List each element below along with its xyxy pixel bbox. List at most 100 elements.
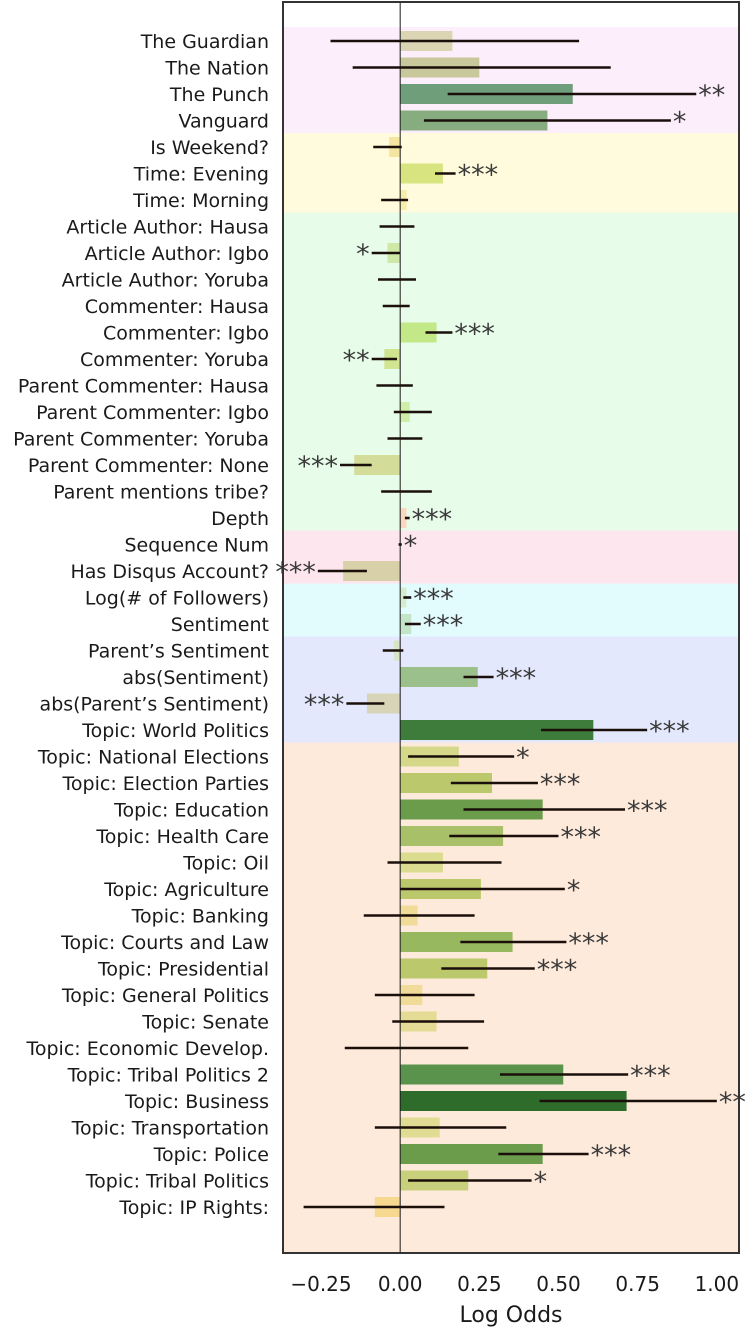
significance-label: *** xyxy=(591,1140,632,1171)
category-label: Topic: Police xyxy=(153,1144,269,1166)
category-label: Sequence Num xyxy=(124,535,269,557)
group-bands xyxy=(283,27,739,1253)
group-band xyxy=(283,133,739,213)
error-bars xyxy=(303,39,717,1209)
bar xyxy=(400,1091,627,1111)
category-label: Topic: Courts and Law xyxy=(60,932,269,954)
significance-labels: ****************************************… xyxy=(275,80,745,1198)
category-label: Commenter: Yoruba xyxy=(80,349,269,371)
bar xyxy=(343,561,401,581)
category-label: Is Weekend? xyxy=(150,137,269,159)
category-label: Topic: Education xyxy=(113,800,269,822)
category-label: Time: Evening xyxy=(133,164,269,186)
category-label: Topic: IP Rights: xyxy=(118,1197,269,1219)
significance-label: *** xyxy=(627,796,668,827)
significance-label: *** xyxy=(568,928,609,959)
category-label: The Punch xyxy=(169,84,269,106)
bar xyxy=(400,322,437,343)
group-band xyxy=(283,583,739,637)
significance-label: *** xyxy=(719,1087,745,1118)
category-label: Parent mentions tribe? xyxy=(53,482,269,504)
category-label: Topic: Health Care xyxy=(95,826,269,848)
category-label: Parent Commenter: Yoruba xyxy=(13,429,269,451)
category-label: Topic: General Politics xyxy=(61,985,269,1007)
category-label: Topic: World Politics xyxy=(81,720,269,742)
category-label: Depth xyxy=(211,508,269,530)
category-label: Commenter: Igbo xyxy=(103,323,269,345)
category-label: Topic: Business xyxy=(124,1091,269,1113)
category-label: Sentiment xyxy=(171,614,269,636)
x-tick-label: −0.25 xyxy=(290,1272,351,1296)
category-label: Topic: Oil xyxy=(182,853,269,875)
bar xyxy=(354,455,401,475)
significance-label: ** xyxy=(698,80,725,111)
bar xyxy=(400,508,407,528)
category-label: Parent Commenter: Igbo xyxy=(36,402,269,424)
group-band xyxy=(283,742,739,1253)
significance-label: * xyxy=(516,743,530,774)
x-axis-ticks: −0.25 0.00 0.25 0.50 0.75 1.00 xyxy=(290,1272,739,1296)
category-label: Topic: Transportation xyxy=(71,1118,269,1140)
category-label: Commenter: Hausa xyxy=(85,296,269,318)
category-label: Topic: Presidential xyxy=(97,959,269,981)
significance-label: *** xyxy=(454,319,495,350)
category-label: Topic: National Elections xyxy=(37,747,269,769)
bar xyxy=(400,667,478,687)
bar xyxy=(400,1064,564,1085)
significance-label: *** xyxy=(540,769,581,800)
group-band xyxy=(283,212,739,531)
significance-label: *** xyxy=(630,1061,671,1092)
significance-label: *** xyxy=(496,663,537,694)
x-axis-title: Log Odds xyxy=(460,1303,563,1328)
category-label: Log(# of Followers) xyxy=(85,588,269,610)
significance-label: *** xyxy=(304,690,345,721)
significance-label: * xyxy=(356,239,370,270)
x-tick-label: 0.25 xyxy=(457,1272,502,1296)
significance-label: *** xyxy=(412,504,453,535)
category-label: The Guardian xyxy=(140,31,269,53)
significance-label: *** xyxy=(298,451,339,482)
bar xyxy=(400,1144,543,1164)
category-label: Topic: Election Parties xyxy=(62,773,269,795)
bar xyxy=(400,773,492,793)
significance-label: *** xyxy=(275,557,316,588)
significance-label: *** xyxy=(423,610,464,641)
category-label: Topic: Agriculture xyxy=(103,879,269,901)
significance-label: * xyxy=(567,875,581,906)
significance-label: ** xyxy=(343,345,370,376)
category-label: Vanguard xyxy=(179,111,270,133)
category-label: Article Author: Hausa xyxy=(66,217,269,239)
category-label: Topic: Senate xyxy=(141,1012,269,1034)
category-label: Time: Morning xyxy=(132,190,269,212)
significance-label: * xyxy=(673,107,687,138)
category-labels: The Guardian The Nation The Punch Vanguard I… xyxy=(13,31,269,1219)
bar xyxy=(400,932,513,952)
category-label: Article Author: Igbo xyxy=(85,243,269,265)
category-label: abs(Sentiment) xyxy=(122,667,269,689)
significance-label: * xyxy=(404,531,418,562)
category-label: abs(Parent’s Sentiment) xyxy=(40,694,269,716)
category-label: The Nation xyxy=(164,58,269,80)
significance-label: *** xyxy=(649,716,690,747)
significance-label: *** xyxy=(458,160,499,191)
significance-label: *** xyxy=(561,822,602,853)
significance-label: * xyxy=(534,1167,548,1198)
significance-label: *** xyxy=(537,955,578,986)
x-tick-label: 0.75 xyxy=(615,1272,660,1296)
category-label: Topic: Banking xyxy=(131,906,269,928)
bar xyxy=(400,163,443,184)
plot-frame xyxy=(282,1,740,1254)
category-label: Article Author: Yoruba xyxy=(62,270,269,292)
category-label: Topic: Tribal Politics 2 xyxy=(67,1065,269,1087)
category-label: Topic: Economic Develop. xyxy=(25,1038,269,1060)
category-label: Parent Commenter: None xyxy=(28,455,269,477)
x-tick-label: 0.50 xyxy=(536,1272,581,1296)
category-label: Has Disqus Account? xyxy=(70,561,269,583)
category-label: Topic: Tribal Politics xyxy=(85,1171,269,1193)
category-label: Parent Commenter: Hausa xyxy=(18,376,269,398)
significance-label: *** xyxy=(413,584,454,615)
bar xyxy=(400,720,594,740)
x-tick-label: 1.00 xyxy=(695,1272,740,1296)
